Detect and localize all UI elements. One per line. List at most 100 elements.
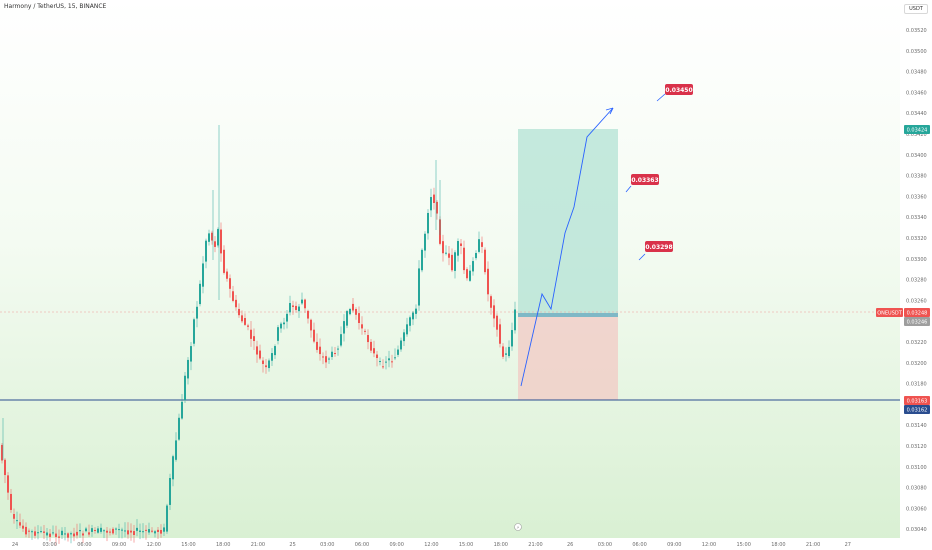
last-price-badge-text: 0.03248 xyxy=(907,311,928,317)
candle-body xyxy=(265,365,267,368)
candle-body xyxy=(37,532,39,534)
candle-body xyxy=(88,532,90,535)
time-tick-label: 26 xyxy=(567,542,573,548)
candle-body xyxy=(190,346,192,362)
candle-body xyxy=(247,325,249,327)
candle-body xyxy=(103,530,105,532)
candle-body xyxy=(502,346,504,357)
candle-body xyxy=(28,530,30,532)
candle-body xyxy=(307,310,309,319)
currency-button[interactable]: USDT xyxy=(904,4,928,14)
time-tick-label: 15:00 xyxy=(459,542,473,548)
support-badge xyxy=(904,396,930,405)
candle-body xyxy=(91,528,93,532)
candle-body xyxy=(268,360,270,369)
take-profit-zone[interactable] xyxy=(518,129,618,314)
candle-body xyxy=(193,319,195,344)
candle-body xyxy=(16,520,18,522)
candle-body xyxy=(325,356,327,363)
candle-body xyxy=(127,530,129,535)
candle-body xyxy=(508,346,510,357)
candle-body xyxy=(7,475,9,493)
time-tick-label: 03:00 xyxy=(42,542,56,548)
candle-body xyxy=(106,530,108,533)
candle-body xyxy=(208,233,210,242)
symbol-title[interactable]: Harmony / TetherUS, 15, BINANCE xyxy=(4,3,107,10)
candle-body xyxy=(31,531,33,533)
price-tick-label: 0.03500 xyxy=(906,49,927,55)
candle-body xyxy=(337,348,339,350)
candle-body xyxy=(475,252,477,259)
candle-body xyxy=(322,356,324,358)
target-2-label-box xyxy=(631,174,659,185)
candle-body xyxy=(364,330,366,332)
candle-body xyxy=(484,249,486,273)
time-tick-label: 21:00 xyxy=(528,542,542,548)
candle-body xyxy=(148,529,150,533)
candle-body xyxy=(202,263,204,287)
candle-body xyxy=(100,527,102,532)
candle-body xyxy=(196,306,198,319)
events-icon[interactable] xyxy=(514,523,522,531)
price-tick-label: 0.03180 xyxy=(906,382,927,388)
candle-body xyxy=(292,305,294,307)
candle-body xyxy=(433,194,435,203)
candle-body xyxy=(85,528,87,532)
candle-body xyxy=(367,335,369,343)
candle-body xyxy=(109,531,111,533)
candle-body xyxy=(229,278,231,289)
target-3-label: 0.03450 xyxy=(665,87,692,94)
candle-body xyxy=(424,233,426,251)
candle-body xyxy=(10,493,12,510)
candle-body xyxy=(145,529,147,531)
candle-body xyxy=(238,308,240,316)
candle-body xyxy=(421,249,423,271)
price-tick-label: 0.03400 xyxy=(906,153,927,159)
target-3-pointer xyxy=(656,93,666,102)
candle-body xyxy=(454,252,456,271)
candle-body xyxy=(493,305,495,319)
target-1-pointer xyxy=(638,253,646,261)
time-tick-label: 24 xyxy=(12,542,18,548)
candle-body xyxy=(142,531,144,533)
candle-body xyxy=(286,313,288,322)
candle-body xyxy=(388,358,390,361)
candle-body xyxy=(511,330,513,347)
price-tick-label: 0.03520 xyxy=(906,28,927,34)
candle-body xyxy=(136,527,138,531)
price-tick-label: 0.03440 xyxy=(906,111,927,117)
candle-body xyxy=(124,530,126,532)
candle-body xyxy=(220,229,222,254)
candle-body xyxy=(187,359,189,379)
price-tick-label: 0.03140 xyxy=(906,423,927,429)
candle-body xyxy=(52,532,54,534)
take-profit-badge xyxy=(904,125,930,134)
events-icon-glyph: ⚡ xyxy=(516,525,519,531)
time-tick-label: 27 xyxy=(845,542,851,548)
candle-body xyxy=(130,530,132,533)
candlestick-series xyxy=(1,125,516,546)
time-axis-labels: 24 03:00 06:00 09:00 12:00 15:00 18:00 21:00 25 0… xyxy=(12,542,851,548)
stop-loss-zone[interactable] xyxy=(518,316,618,400)
price-tick-label: 0.03280 xyxy=(906,278,927,284)
candle-body xyxy=(316,341,318,350)
candle-body xyxy=(382,366,384,368)
chart-area[interactable] xyxy=(0,0,900,538)
candle-body xyxy=(487,268,489,295)
candle-body xyxy=(217,229,219,246)
time-tick-label: 25 xyxy=(289,542,295,548)
target-2-label: 0.03363 xyxy=(631,177,658,184)
candle-body xyxy=(370,341,372,351)
candle-body xyxy=(376,354,378,358)
candle-body xyxy=(184,375,186,401)
candle-body xyxy=(283,322,285,325)
candle-body xyxy=(259,350,261,359)
candle-body xyxy=(451,254,453,271)
candle-body xyxy=(457,241,459,256)
candle-body xyxy=(205,240,207,262)
time-tick-label: 03:00 xyxy=(598,542,612,548)
target-1-label: 0.03298 xyxy=(645,244,672,251)
projection-path[interactable] xyxy=(520,107,614,387)
price-tick-label: 0.03260 xyxy=(906,298,927,304)
